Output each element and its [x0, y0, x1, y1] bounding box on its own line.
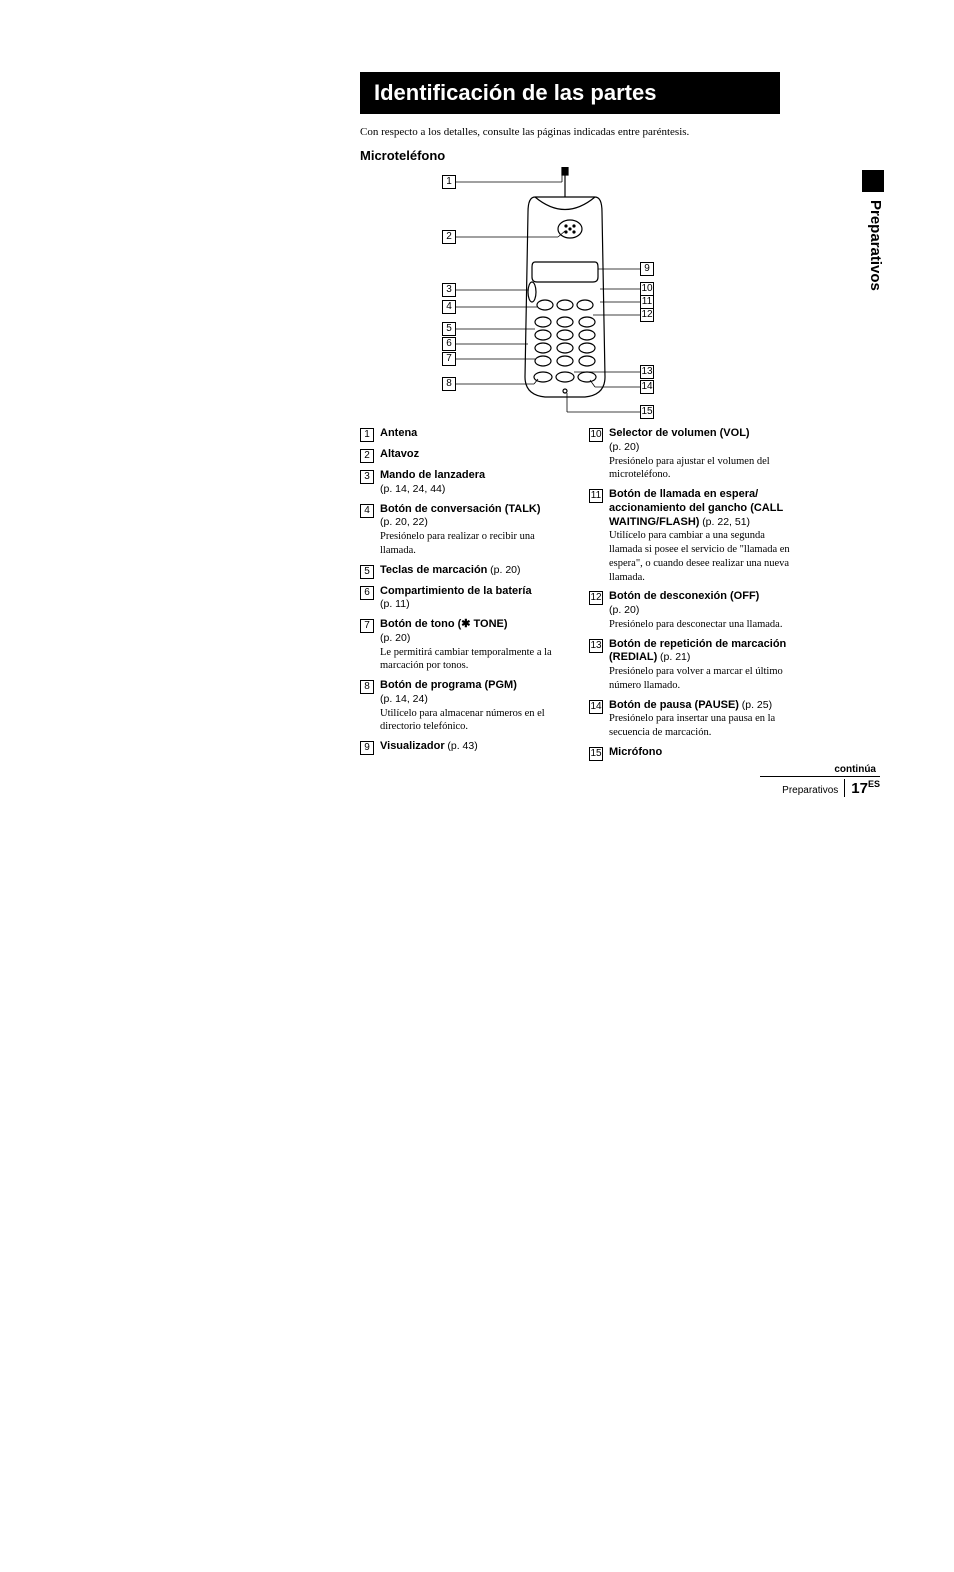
item-body: Botón de programa (PGM)(p. 14, 24)Utilíc…	[380, 679, 571, 734]
footer-pagenum: 17ES	[844, 779, 880, 797]
item-body: Mando de lanzadera(p. 14, 24, 44)	[380, 469, 485, 497]
item-body: Altavoz	[380, 448, 419, 463]
parts-list: 1 Antena 2 Altavoz 3 Mando de lanzadera(p. 14…	[360, 427, 800, 767]
item-body: Selector de volumen (VOL)(p. 20)Presióne…	[609, 427, 800, 482]
part-item-3: 3 Mando de lanzadera(p. 14, 24, 44)	[360, 469, 571, 497]
callout-15: 15	[640, 405, 654, 419]
item-body: Botón de pausa (PAUSE) (p. 25)Presiónelo…	[609, 699, 800, 740]
callout-3: 3	[442, 283, 456, 297]
part-item-2: 2 Altavoz	[360, 448, 571, 463]
item-body: Botón de tono (✱ TONE)(p. 20)Le permitir…	[380, 618, 571, 673]
subtitle: Microteléfono	[360, 148, 880, 163]
part-item-8: 8 Botón de programa (PGM)(p. 14, 24)Utilí…	[360, 679, 571, 734]
callout-1: 1	[442, 175, 456, 189]
callout-2: 2	[442, 230, 456, 244]
item-body: Botón de conversación (TALK)(p. 20, 22)P…	[380, 503, 571, 558]
callout-10: 10	[640, 282, 654, 296]
right-column: 10 Selector de volumen (VOL)(p. 20)Presió…	[589, 427, 800, 767]
part-item-13: 13 Botón de repetición de marcación (REDI…	[589, 638, 800, 693]
part-item-11: 11 Botón de llamada en espera/ accionamie…	[589, 488, 800, 584]
part-item-14: 14 Botón de pausa (PAUSE) (p. 25)Presióne…	[589, 699, 800, 740]
part-item-6: 6 Compartimiento de la batería(p. 11)	[360, 585, 571, 613]
footer-section: Preparativos	[782, 785, 838, 796]
page-title: Identificación de las partes	[360, 72, 780, 114]
callout-4: 4	[442, 300, 456, 314]
item-body: Antena	[380, 427, 417, 442]
item-num: 2	[360, 449, 374, 463]
page-number: Preparativos 17ES	[440, 779, 880, 797]
item-body: Botón de desconexión (OFF)(p. 20)Presión…	[609, 590, 782, 631]
callout-12: 12	[640, 308, 654, 322]
item-num: 13	[589, 639, 603, 653]
item-body: Micrófono	[609, 746, 662, 761]
intro-text: Con respecto a los detalles, consulte la…	[360, 126, 880, 138]
item-num: 7	[360, 619, 374, 633]
part-item-7: 7 Botón de tono (✱ TONE)(p. 20)Le permiti…	[360, 618, 571, 673]
item-num: 12	[589, 591, 603, 605]
callout-11: 11	[640, 295, 654, 309]
part-item-4: 4 Botón de conversación (TALK)(p. 20, 22)…	[360, 503, 571, 558]
left-column: 1 Antena 2 Altavoz 3 Mando de lanzadera(p. 14…	[360, 427, 571, 767]
item-num: 11	[589, 489, 603, 503]
page-content: Identificación de las partes Con respect…	[360, 72, 880, 767]
item-body: Teclas de marcación (p. 20)	[380, 564, 521, 579]
item-num: 3	[360, 470, 374, 484]
item-num: 8	[360, 680, 374, 694]
phone-svg	[360, 167, 780, 417]
part-item-9: 9 Visualizador (p. 43)	[360, 740, 571, 755]
item-num: 15	[589, 747, 603, 761]
item-num: 10	[589, 428, 603, 442]
callout-7: 7	[442, 352, 456, 366]
part-item-10: 10 Selector de volumen (VOL)(p. 20)Presió…	[589, 427, 800, 482]
item-num: 9	[360, 741, 374, 755]
footer: continúa Preparativos 17ES	[440, 764, 880, 797]
item-body: Visualizador (p. 43)	[380, 740, 478, 755]
callout-14: 14	[640, 380, 654, 394]
item-num: 4	[360, 504, 374, 518]
callout-8: 8	[442, 377, 456, 391]
item-body: Compartimiento de la batería(p. 11)	[380, 585, 532, 613]
part-item-1: 1 Antena	[360, 427, 571, 442]
part-item-12: 12 Botón de desconexión (OFF)(p. 20)Presi…	[589, 590, 800, 631]
item-num: 6	[360, 586, 374, 600]
part-item-5: 5 Teclas de marcación (p. 20)	[360, 564, 571, 579]
callout-13: 13	[640, 365, 654, 379]
item-num: 5	[360, 565, 374, 579]
callout-6: 6	[442, 337, 456, 351]
part-item-15: 15 Micrófono	[589, 746, 800, 761]
phone-diagram: 123456789101112131415	[360, 167, 780, 417]
callout-9: 9	[640, 262, 654, 276]
callout-5: 5	[442, 322, 456, 336]
item-body: Botón de repetición de marcación (REDIAL…	[609, 638, 800, 693]
item-body: Botón de llamada en espera/ accionamient…	[609, 488, 800, 584]
item-num: 1	[360, 428, 374, 442]
continue-label: continúa	[760, 764, 880, 777]
item-num: 14	[589, 700, 603, 714]
